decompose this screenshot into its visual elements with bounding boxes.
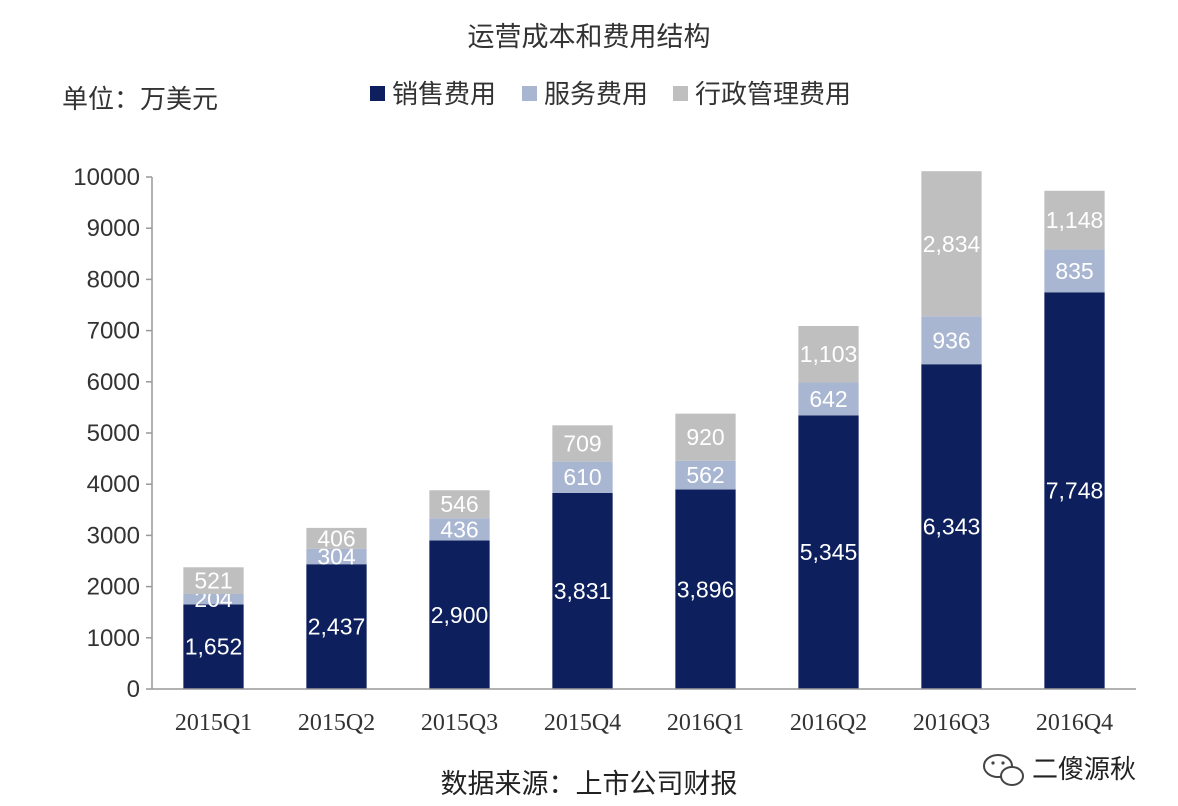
- bar-segment: [1044, 190, 1105, 250]
- data-label: 6,343: [923, 514, 981, 540]
- x-tick-label: 2016Q4: [1036, 710, 1113, 736]
- y-tick-label: 2000: [87, 574, 140, 601]
- bar-segment: [798, 382, 859, 416]
- x-tick-label: 2016Q1: [667, 710, 744, 736]
- y-tick-label: 9000: [87, 215, 140, 242]
- data-label: 1,148: [1046, 207, 1104, 233]
- legend: 销售费用 服务费用 行政管理费用: [370, 80, 851, 110]
- x-tick-label: 2016Q3: [913, 710, 990, 736]
- bar-segment: [921, 171, 982, 317]
- wechat-icon: [983, 754, 1024, 786]
- y-tick-label: 7000: [87, 318, 140, 345]
- data-label: 2,834: [923, 231, 981, 257]
- bar-segment: [306, 564, 367, 689]
- legend-swatch-sales: [370, 86, 385, 101]
- data-label: 406: [317, 525, 355, 551]
- data-label: 3,831: [554, 578, 612, 604]
- watermark: 二傻源秋: [983, 754, 1136, 786]
- bar-segment: [798, 325, 859, 383]
- y-tick-label: 4000: [87, 471, 140, 498]
- y-tick-label: 3000: [87, 522, 140, 549]
- bar-segment: [429, 518, 490, 541]
- data-label: 1,103: [800, 341, 858, 367]
- data-label: 7,748: [1046, 478, 1104, 504]
- data-label: 610: [563, 464, 601, 490]
- bar-segment: [552, 492, 613, 689]
- y-tick-label: 8000: [87, 266, 140, 293]
- data-label: 521: [194, 568, 232, 594]
- x-tick-label: 2015Q4: [544, 710, 621, 736]
- bar-segment: [921, 364, 982, 689]
- x-axis: 2015Q1 2015Q2 2015Q3 2015Q4 2016Q1 2016Q2 2016…: [152, 688, 1136, 736]
- legend-label-sales: 销售费用: [392, 80, 496, 110]
- bar-group: 7,748 835 1,148: [1044, 190, 1105, 689]
- x-tick-label: 2016Q2: [790, 710, 867, 736]
- y-tick-label: 0: [127, 676, 140, 703]
- y-axis: 0 1000 2000 3000 4000 5000 6000 7000 8000 9000 100…: [73, 164, 153, 703]
- bar-segment: [1044, 292, 1105, 689]
- bar-segment: [552, 461, 613, 493]
- bar-segment: [183, 593, 244, 605]
- y-tick-label: 5000: [87, 420, 140, 447]
- data-label: 642: [809, 386, 847, 412]
- y-tick-label: 1000: [87, 625, 140, 652]
- bar-segment: [306, 548, 367, 565]
- data-label: 546: [440, 491, 478, 517]
- data-label: 920: [686, 424, 724, 450]
- unit-label: 单位：万美元: [62, 85, 218, 115]
- bar-segment: [429, 490, 490, 519]
- data-label: 5,345: [800, 539, 858, 565]
- bar-group: 6,343 936 2,834: [921, 171, 982, 689]
- data-label: 2,900: [431, 602, 489, 628]
- data-label: 709: [563, 430, 601, 456]
- chart-title: 运营成本和费用结构: [468, 22, 711, 53]
- legend-label-service: 服务费用: [544, 80, 648, 110]
- y-tick-label: 6000: [87, 369, 140, 396]
- data-label: 936: [932, 327, 970, 353]
- data-label: 835: [1055, 258, 1093, 284]
- bar-segment: [675, 460, 736, 490]
- x-tick-label: 2015Q3: [421, 710, 498, 736]
- bar-segment: [429, 540, 490, 689]
- bar-segment: [183, 567, 244, 594]
- bar-group: 5,345 642 1,103: [798, 325, 859, 689]
- bar-group: 3,896 562 920: [675, 413, 736, 689]
- data-label: 1,652: [185, 634, 243, 660]
- bar-segment: [552, 425, 613, 462]
- bar-group: 3,831 610 709: [552, 425, 613, 689]
- x-tick-label: 2015Q2: [298, 710, 375, 736]
- data-label: 3,896: [677, 576, 735, 602]
- bar-segment: [798, 415, 859, 689]
- bar-segment: [306, 527, 367, 549]
- watermark-text: 二傻源秋: [1032, 755, 1136, 785]
- bar-segment: [183, 604, 244, 689]
- bar-segment: [675, 489, 736, 689]
- legend-label-admin: 行政管理费用: [695, 80, 851, 110]
- y-tick-label: 10000: [73, 164, 140, 191]
- data-label: 436: [440, 516, 478, 542]
- x-tick-label: 2015Q1: [175, 710, 252, 736]
- bar-segment: [921, 316, 982, 365]
- legend-swatch-admin: [673, 86, 688, 101]
- source-note: 数据来源：上市公司财报: [441, 769, 738, 800]
- data-label: 2,437: [308, 614, 366, 640]
- data-label: 562: [686, 462, 724, 488]
- bar-segment: [675, 413, 736, 461]
- legend-swatch-service: [522, 86, 537, 101]
- bar-segment: [1044, 249, 1105, 293]
